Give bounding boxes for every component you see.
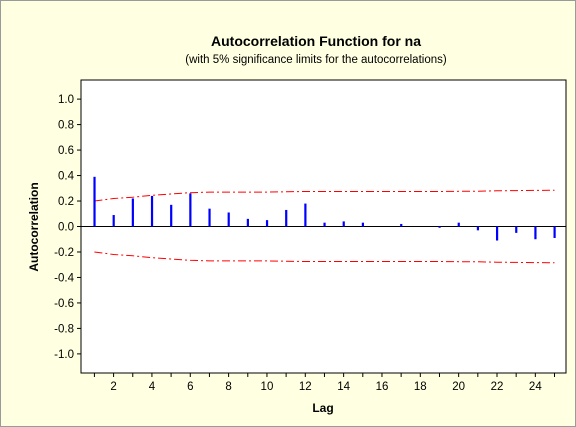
acf-bar [112, 215, 115, 227]
x-tick-label: 12 [299, 381, 312, 393]
chart-title: Autocorrelation Function for na [211, 33, 421, 49]
upper-significance-limit [94, 189, 555, 202]
acf-bar [170, 204, 173, 227]
acf-bar [323, 222, 326, 227]
acf-bar [457, 222, 460, 227]
acf-bar [342, 221, 345, 227]
acf-bar [150, 195, 154, 227]
y-tick-label: -0.2 [54, 247, 74, 259]
acf-bar [495, 226, 499, 241]
acf-bar [246, 218, 249, 227]
acf-bar [400, 223, 403, 227]
x-tick-label: 22 [491, 381, 504, 393]
chart-subtitle: (with 5% significance limits for the aut… [185, 54, 447, 66]
acf-bar [515, 226, 518, 233]
x-tick-label: 6 [187, 381, 193, 393]
acf-bar [438, 226, 441, 228]
y-tick-label: 0.0 [58, 222, 74, 234]
y-tick-label: -0.4 [54, 272, 74, 284]
x-tick-label: 18 [414, 381, 427, 393]
x-tick-label: 16 [376, 381, 389, 393]
y-tick-label: -0.6 [54, 298, 74, 310]
acf-bar [265, 220, 269, 227]
x-tick-label: 4 [149, 381, 156, 393]
x-axis-label: Lag [312, 401, 333, 415]
y-axis-label: Autocorrelation [27, 182, 41, 271]
y-tick-label: -1.0 [54, 349, 74, 361]
acf-bar [476, 226, 480, 231]
y-tick-label: -0.8 [54, 323, 74, 335]
lower-significance-limit [94, 251, 555, 264]
acf-bar [553, 226, 556, 238]
acf-bar [361, 222, 364, 227]
x-tick-label: 14 [337, 381, 350, 393]
y-tick-label: 0.8 [58, 120, 74, 132]
acf-bar [534, 226, 537, 240]
x-tick-label: 8 [225, 381, 231, 393]
x-tick-label: 2 [110, 381, 116, 393]
y-tick-label: 1.0 [58, 94, 74, 106]
acf-bar [131, 198, 134, 227]
y-tick-label: 0.4 [58, 171, 75, 183]
x-tick-label: 10 [261, 381, 274, 393]
acf-bar [189, 193, 192, 227]
x-tick-label: 24 [529, 381, 542, 393]
y-tick-label: 0.2 [58, 196, 74, 208]
acf-bar [227, 212, 230, 227]
y-tick-label: 0.6 [58, 145, 74, 157]
acf-bar [93, 176, 96, 227]
acf-bar [285, 209, 288, 227]
acf-bar [304, 203, 307, 227]
x-tick-label: 20 [452, 381, 465, 393]
acf-bar [208, 208, 211, 227]
